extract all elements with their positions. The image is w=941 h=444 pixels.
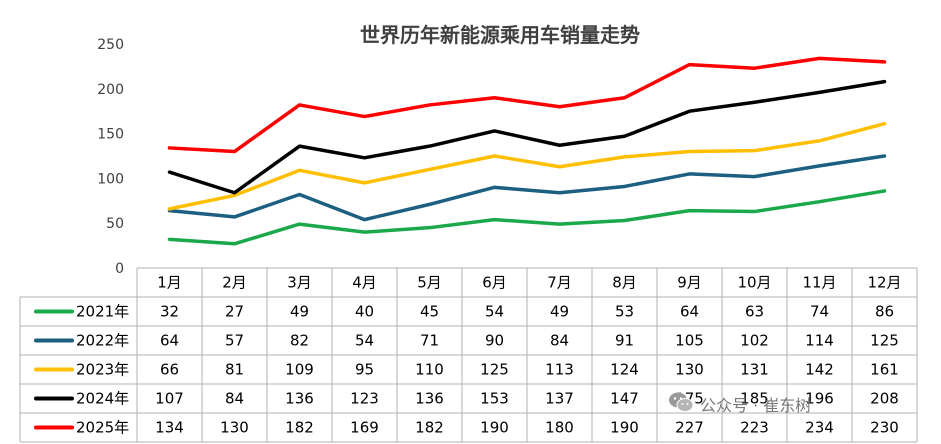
- wechat-icon: [669, 392, 694, 412]
- y-tick-label: 50: [106, 216, 124, 232]
- legend-label: 2021年: [76, 303, 129, 321]
- data-label: 182: [285, 419, 314, 437]
- legend-label: 2023年: [76, 361, 129, 379]
- chart-title: 世界历年新能源乘用车销量走势: [360, 23, 640, 47]
- data-label: 54: [485, 303, 504, 321]
- data-label: 86: [875, 303, 894, 321]
- data-label: 196: [805, 390, 834, 408]
- x-tick-label: 7月: [547, 274, 572, 292]
- data-label: 190: [480, 419, 509, 437]
- data-label: 169: [350, 419, 379, 437]
- data-label: 180: [545, 419, 574, 437]
- legend-label: 2024年: [76, 390, 129, 408]
- series-line-2023年: [167, 121, 887, 211]
- series-line-2025年: [167, 56, 887, 154]
- data-label: 114: [805, 332, 834, 350]
- data-label: 57: [225, 332, 244, 350]
- data-label: 110: [415, 361, 444, 379]
- data-label: 234: [805, 419, 834, 437]
- data-label: 125: [870, 332, 899, 350]
- data-label: 90: [485, 332, 504, 350]
- data-label: 63: [745, 303, 764, 321]
- x-tick-label: 10月: [737, 274, 771, 292]
- data-label: 109: [285, 361, 314, 379]
- data-label: 40: [355, 303, 374, 321]
- data-label: 74: [810, 303, 829, 321]
- data-label: 49: [290, 303, 309, 321]
- data-label: 134: [155, 419, 184, 437]
- data-table: 1月 2月 3月 4月 5月 6月 7月 8月 9月 10月 11月 12月 2021年 32 27 49 40…: [19, 267, 918, 443]
- data-label: 105: [675, 332, 704, 350]
- x-tick-label: 1月: [157, 274, 182, 292]
- series-line-2021年: [167, 189, 887, 246]
- data-label: 190: [610, 419, 639, 437]
- data-label: 142: [805, 361, 834, 379]
- data-label: 107: [155, 390, 184, 408]
- data-label: 125: [480, 361, 509, 379]
- data-label: 131: [740, 361, 769, 379]
- data-label: 66: [160, 361, 179, 379]
- data-label: 227: [675, 419, 704, 437]
- legend-label: 2022年: [76, 332, 129, 350]
- y-axis: 0 50 100 150 200 250: [97, 37, 124, 277]
- x-tick-label: 2月: [222, 274, 247, 292]
- data-label: 161: [870, 361, 899, 379]
- data-label: 71: [420, 332, 439, 350]
- data-label: 49: [550, 303, 569, 321]
- data-label: 136: [415, 390, 444, 408]
- y-tick-label: 150: [97, 127, 124, 143]
- data-label: 123: [350, 390, 379, 408]
- data-label: 45: [420, 303, 439, 321]
- x-tick-label: 6月: [482, 274, 507, 292]
- data-label: 208: [870, 390, 899, 408]
- x-tick-label: 11月: [802, 274, 836, 292]
- data-label: 113: [545, 361, 574, 379]
- data-label: 64: [680, 303, 699, 321]
- data-label: 84: [225, 390, 244, 408]
- y-tick-label: 0: [115, 261, 124, 277]
- data-label: 53: [615, 303, 634, 321]
- data-label: 54: [355, 332, 374, 350]
- data-label: 95: [355, 361, 374, 379]
- data-label: 130: [220, 419, 249, 437]
- y-tick-label: 200: [97, 82, 124, 98]
- data-label: 153: [480, 390, 509, 408]
- data-label: 64: [160, 332, 179, 350]
- series-lines: [167, 56, 887, 246]
- data-label: 230: [870, 419, 899, 437]
- legend-label: 2025年: [76, 419, 129, 437]
- x-tick-label: 5月: [417, 274, 442, 292]
- data-label: 185: [740, 390, 769, 408]
- data-label: 223: [740, 419, 769, 437]
- data-label: 27: [225, 303, 244, 321]
- data-label: 91: [615, 332, 634, 350]
- data-label: 102: [740, 332, 769, 350]
- data-label: 82: [290, 332, 309, 350]
- x-tick-label: 9月: [677, 274, 702, 292]
- x-tick-label: 12月: [867, 274, 901, 292]
- watermark: 公众号 · 崔东树: [700, 396, 812, 415]
- y-tick-label: 100: [97, 171, 124, 187]
- data-label: 32: [160, 303, 179, 321]
- data-label: 137: [545, 390, 574, 408]
- data-label: 130: [675, 361, 704, 379]
- x-tick-label: 8月: [612, 274, 637, 292]
- series-line-2024年: [167, 79, 887, 195]
- data-label: 147: [610, 390, 639, 408]
- data-label: 136: [285, 390, 314, 408]
- data-label: 182: [415, 419, 444, 437]
- data-label: 124: [610, 361, 639, 379]
- y-tick-label: 250: [97, 37, 124, 53]
- data-label: 81: [225, 361, 244, 379]
- series-line-2022年: [167, 154, 887, 222]
- x-tick-label: 4月: [352, 274, 377, 292]
- x-tick-label: 3月: [287, 274, 312, 292]
- data-label: 84: [550, 332, 569, 350]
